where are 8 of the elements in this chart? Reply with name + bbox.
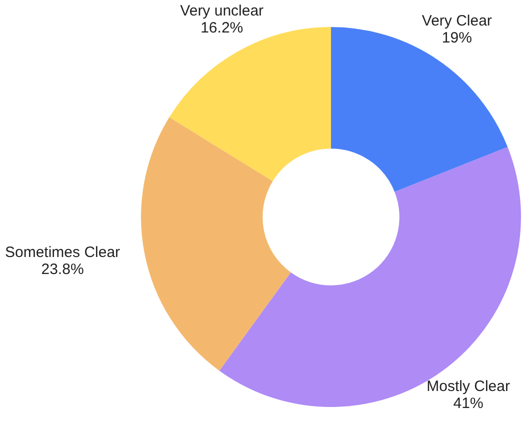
slice-label: Very Clear [422,12,492,30]
data-label: 16.2% [200,20,244,37]
data-label: 23.8% [41,261,84,278]
data-label: 19% [442,30,472,47]
slice-label: Very unclear [180,2,264,20]
slice-label: Sometimes Clear [4,244,120,262]
data-label: 41% [453,395,484,412]
slice-label: Mostly Clear [426,378,510,396]
